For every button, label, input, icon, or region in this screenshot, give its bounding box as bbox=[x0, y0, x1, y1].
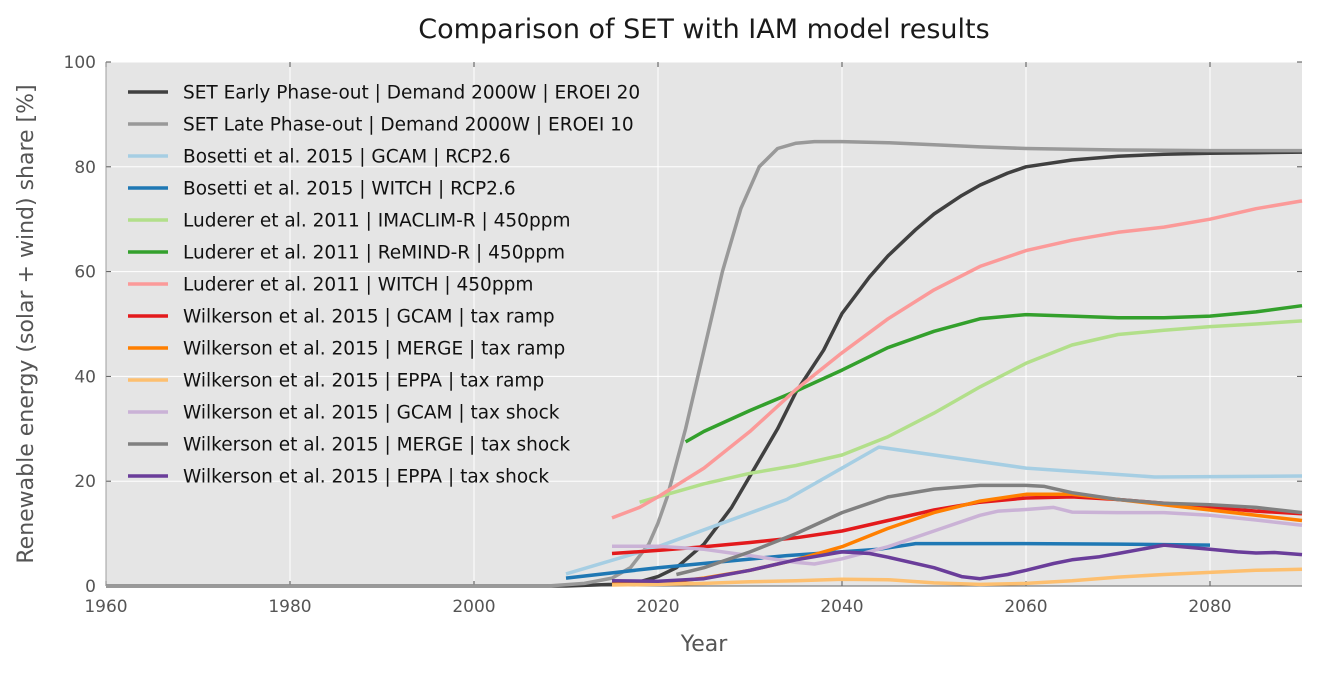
legend-label-3: Bosetti et al. 2015 | WITCH | RCP2.6 bbox=[183, 179, 516, 200]
y-tick-label: 100 bbox=[64, 53, 96, 73]
legend-label-10: Wilkerson et al. 2015 | GCAM | tax shock bbox=[183, 403, 560, 424]
y-tick-label: 20 bbox=[74, 472, 96, 492]
chart-title: Comparison of SET with IAM model results bbox=[418, 14, 989, 45]
series-line-3 bbox=[565, 541, 1211, 580]
legend-label-1: SET Late Phase-out | Demand 2000W | EROE… bbox=[183, 115, 634, 136]
legend-label-0: SET Early Phase-out | Demand 2000W | ERO… bbox=[183, 83, 640, 104]
legend-label-6: Luderer et al. 2011 | WITCH | 450ppm bbox=[183, 275, 533, 296]
x-tick-label: 1980 bbox=[268, 597, 311, 617]
legend-label-2: Bosetti et al. 2015 | GCAM | RCP2.6 bbox=[183, 147, 511, 168]
x-axis-label: Year bbox=[680, 632, 729, 657]
legend-label-11: Wilkerson et al. 2015 | MERGE | tax shoc… bbox=[183, 435, 570, 456]
x-tick-label: 2020 bbox=[636, 597, 679, 617]
y-tick-label: 60 bbox=[74, 263, 96, 283]
legend-label-8: Wilkerson et al. 2015 | MERGE | tax ramp bbox=[183, 339, 565, 360]
y-tick-label: 40 bbox=[74, 367, 96, 387]
series-line-10 bbox=[612, 505, 1303, 566]
series-lines bbox=[106, 139, 1303, 588]
series-line-6 bbox=[611, 199, 1303, 520]
legend-label-7: Wilkerson et al. 2015 | GCAM | tax ramp bbox=[183, 307, 555, 328]
x-tick-label: 2000 bbox=[452, 597, 495, 617]
series-line-1 bbox=[106, 139, 1302, 588]
legend-label-5: Luderer et al. 2011 | ReMIND-R | 450ppm bbox=[183, 243, 565, 264]
y-axis-label: Renewable energy (solar + wind) share [%… bbox=[14, 84, 39, 563]
x-tick-label: 2060 bbox=[1004, 597, 1047, 617]
series-line-4 bbox=[639, 319, 1303, 504]
legend-label-12: Wilkerson et al. 2015 | EPPA | tax shock bbox=[183, 467, 549, 488]
y-tick-label: 0 bbox=[85, 577, 96, 597]
series-line-5 bbox=[684, 303, 1303, 444]
x-tick-label: 2080 bbox=[1188, 597, 1231, 617]
x-tick-label: 1960 bbox=[84, 597, 127, 617]
series-line-9 bbox=[611, 567, 1303, 587]
series-line-12 bbox=[611, 543, 1303, 584]
series-line-11 bbox=[675, 483, 1303, 577]
legend: SET Early Phase-out | Demand 2000W | ERO… bbox=[128, 83, 640, 488]
x-tick-label: 2040 bbox=[820, 597, 863, 617]
y-tick-label: 80 bbox=[74, 158, 96, 178]
legend-label-9: Wilkerson et al. 2015 | EPPA | tax ramp bbox=[183, 371, 544, 392]
legend-label-4: Luderer et al. 2011 | IMACLIM-R | 450ppm bbox=[183, 211, 570, 232]
series-line-0 bbox=[106, 150, 1303, 588]
